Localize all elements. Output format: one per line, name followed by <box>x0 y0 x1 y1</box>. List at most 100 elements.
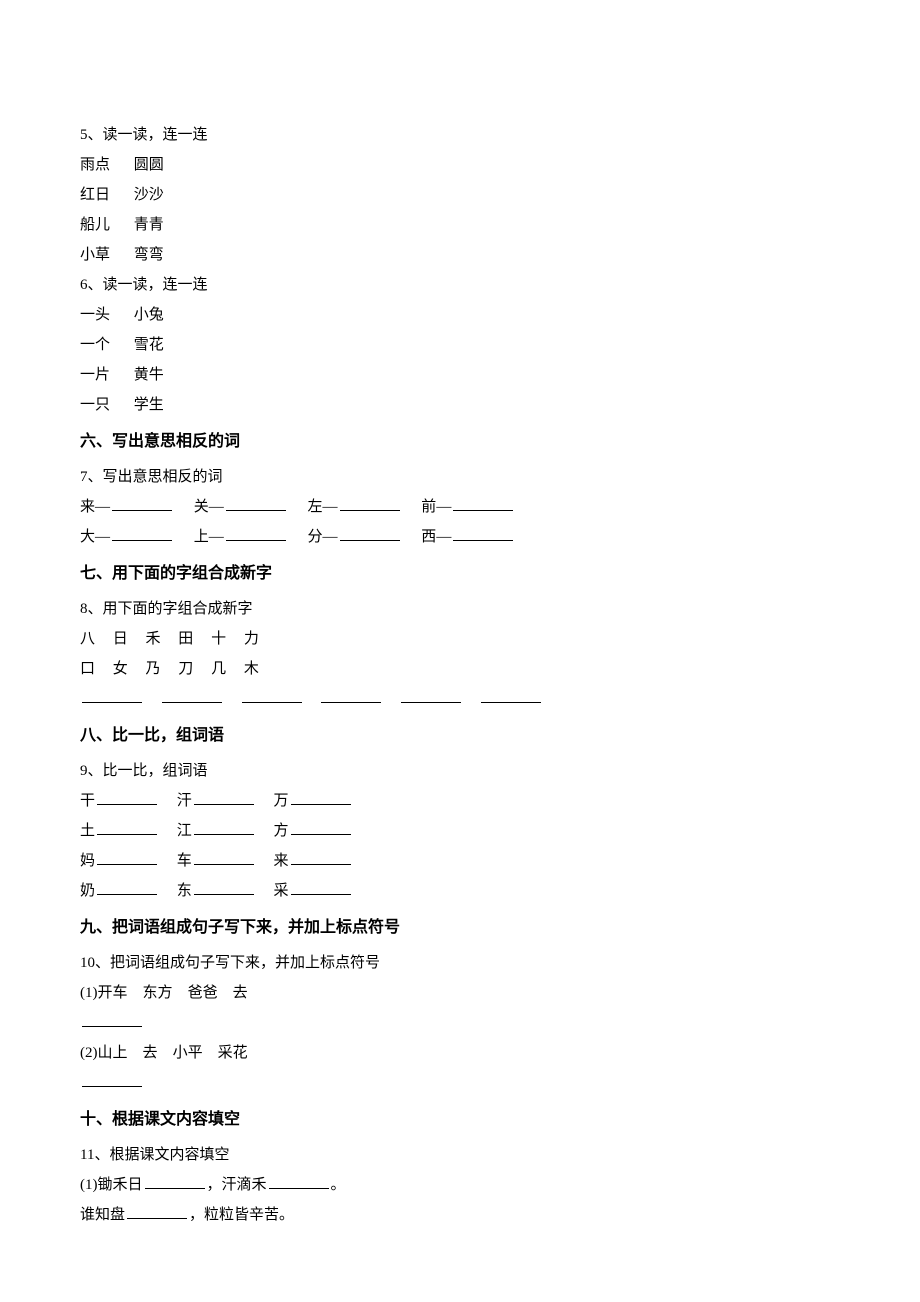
blank-input[interactable] <box>340 497 400 511</box>
blank-input[interactable] <box>82 1073 142 1087</box>
blank-input[interactable] <box>291 791 351 805</box>
q5-pair-2: 船儿 青青 <box>80 210 840 240</box>
q8-r1-c3: 田 <box>178 631 193 647</box>
q9-r1-c1: 江 <box>177 823 192 839</box>
blank-input[interactable] <box>340 527 400 541</box>
q5-pair-1: 红日 沙沙 <box>80 180 840 210</box>
q6-title: 6、读一读，连一连 <box>80 270 840 300</box>
q6-pair-0-right: 小兔 <box>134 307 164 323</box>
blank-input[interactable] <box>269 1175 329 1189</box>
q7-r1-c3: 前 <box>421 499 436 515</box>
blank-input[interactable] <box>481 689 541 703</box>
q5-title: 5、读一读，连一连 <box>80 120 840 150</box>
q7-r1-c2: 左 <box>308 499 323 515</box>
q8-title: 8、用下面的字组合成新字 <box>80 594 840 624</box>
blank-input[interactable] <box>97 821 157 835</box>
blank-input[interactable] <box>97 881 157 895</box>
q10-item-2: (2)山上 去 小平 采花 <box>80 1038 840 1068</box>
q11-l2-a: 谁知盘 <box>80 1207 125 1223</box>
section-10-heading: 十、根据课文内容填空 <box>80 1104 840 1136</box>
q6-pair-3-left: 一只 <box>80 390 130 420</box>
section-6-heading: 六、写出意思相反的词 <box>80 426 840 458</box>
blank-input[interactable] <box>242 689 302 703</box>
q11-line-2: 谁知盘，粒粒皆辛苦。 <box>80 1200 840 1230</box>
blank-input[interactable] <box>127 1205 187 1219</box>
q7-title: 7、写出意思相反的词 <box>80 462 840 492</box>
q5-pair-0-left: 雨点 <box>80 150 130 180</box>
blank-input[interactable] <box>97 851 157 865</box>
blank-input[interactable] <box>145 1175 205 1189</box>
q6-pair-0: 一头 小兔 <box>80 300 840 330</box>
q6-pair-0-left: 一头 <box>80 300 130 330</box>
q9-r1-c0: 土 <box>80 823 95 839</box>
q9-row-3: 奶 东 采 <box>80 876 840 906</box>
q8-r2-c0: 口 <box>80 661 95 677</box>
blank-input[interactable] <box>112 527 172 541</box>
blank-input[interactable] <box>226 497 286 511</box>
blank-input[interactable] <box>401 689 461 703</box>
blank-input[interactable] <box>194 821 254 835</box>
q8-r2-c4: 几 <box>211 661 226 677</box>
q11-title: 11、根据课文内容填空 <box>80 1140 840 1170</box>
blank-input[interactable] <box>453 497 513 511</box>
q11-l1-a: 锄禾日 <box>98 1177 143 1193</box>
q10-i2-w3: 采花 <box>218 1045 248 1061</box>
q10-title: 10、把词语组成句子写下来，并加上标点符号 <box>80 948 840 978</box>
q10-i2-w2: 小平 <box>173 1045 203 1061</box>
q5-pair-3: 小草 弯弯 <box>80 240 840 270</box>
q5-pair-0: 雨点 圆圆 <box>80 150 840 180</box>
q9-r0-c0: 干 <box>80 793 95 809</box>
dash: — <box>95 499 110 515</box>
q10-i1-w0: 开车 <box>98 985 128 1001</box>
dash: — <box>95 529 110 545</box>
blank-input[interactable] <box>82 689 142 703</box>
q6-pair-3: 一只 学生 <box>80 390 840 420</box>
q8-r2-c1: 女 <box>113 661 128 677</box>
blank-input[interactable] <box>82 1013 142 1027</box>
q7-r2-c2: 分 <box>308 529 323 545</box>
blank-input[interactable] <box>291 821 351 835</box>
q10-item-2-blank <box>80 1068 840 1098</box>
blank-input[interactable] <box>112 497 172 511</box>
q9-row-0: 干 汗 万 <box>80 786 840 816</box>
q6-pair-1-left: 一个 <box>80 330 130 360</box>
q9-title: 9、比一比，组词语 <box>80 756 840 786</box>
q9-r2-c1: 车 <box>177 853 192 869</box>
q7-r1-c1: 关 <box>194 499 209 515</box>
blank-input[interactable] <box>194 881 254 895</box>
blank-input[interactable] <box>291 851 351 865</box>
blank-input[interactable] <box>453 527 513 541</box>
blank-input[interactable] <box>226 527 286 541</box>
q10-i1-w3: 去 <box>233 985 248 1001</box>
q8-row-2: 口 女 乃 刀 几 木 <box>80 654 840 684</box>
q10-item-1-label: (1) <box>80 985 98 1001</box>
blank-input[interactable] <box>194 791 254 805</box>
blank-input[interactable] <box>321 689 381 703</box>
q9-r3-c1: 东 <box>177 883 192 899</box>
q6-pair-2: 一片 黄牛 <box>80 360 840 390</box>
blank-input[interactable] <box>194 851 254 865</box>
q5-pair-1-left: 红日 <box>80 180 130 210</box>
q6-pair-2-right: 黄牛 <box>134 367 164 383</box>
q8-r1-c5: 力 <box>244 631 259 647</box>
q7-r2-c0: 大 <box>80 529 95 545</box>
q5-pair-1-right: 沙沙 <box>134 187 164 203</box>
q5-pair-3-right: 弯弯 <box>134 247 164 263</box>
blank-input[interactable] <box>97 791 157 805</box>
q9-r2-c0: 妈 <box>80 853 95 869</box>
q5-pair-2-left: 船儿 <box>80 210 130 240</box>
q8-r2-c2: 乃 <box>146 661 161 677</box>
q9-r1-c2: 方 <box>274 823 289 839</box>
section-7-heading: 七、用下面的字组合成新字 <box>80 558 840 590</box>
blank-input[interactable] <box>291 881 351 895</box>
blank-input[interactable] <box>162 689 222 703</box>
q8-r2-c5: 木 <box>244 661 259 677</box>
q6-pair-1: 一个 雪花 <box>80 330 840 360</box>
q5-pair-2-right: 青青 <box>134 217 164 233</box>
q8-blank-row <box>80 684 840 714</box>
q6-pair-1-right: 雪花 <box>134 337 164 353</box>
dash: — <box>323 499 338 515</box>
q8-r1-c4: 十 <box>211 631 226 647</box>
q11-line-1-label: (1) <box>80 1177 98 1193</box>
section-9-heading: 九、把词语组成句子写下来，并加上标点符号 <box>80 912 840 944</box>
